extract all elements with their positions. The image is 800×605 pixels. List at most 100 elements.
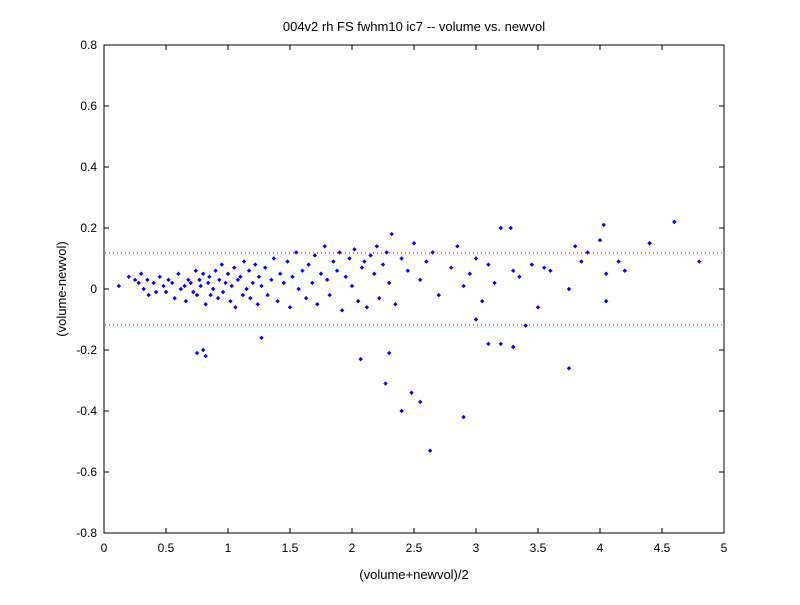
data-point <box>210 286 216 292</box>
data-point <box>697 259 702 264</box>
data-point <box>393 302 398 307</box>
data-point <box>223 280 228 286</box>
data-point <box>566 366 572 371</box>
x-tick-label: 0 <box>101 541 108 555</box>
data-point <box>436 292 441 298</box>
data-point <box>186 277 191 283</box>
data-point <box>384 250 389 255</box>
data-point <box>194 292 200 298</box>
y-tick-label: 0 <box>90 282 97 296</box>
data-point <box>136 280 141 286</box>
data-point <box>377 295 382 301</box>
data-point <box>191 289 196 295</box>
data-point <box>315 302 320 307</box>
y-axis-title: (volume-newvol) <box>54 241 69 336</box>
x-tick-label: 4 <box>597 541 604 555</box>
data-point <box>198 283 203 289</box>
reference-lines <box>105 252 723 326</box>
data-point <box>498 341 503 347</box>
data-point <box>163 289 169 295</box>
x-tick-label: 2.5 <box>406 541 423 555</box>
data-point <box>213 268 218 273</box>
data-point <box>259 283 264 289</box>
data-point <box>145 277 150 283</box>
data-point <box>601 222 606 228</box>
x-tick-label: 0.5 <box>158 541 175 555</box>
data-point <box>616 259 621 264</box>
data-point <box>225 271 231 276</box>
data-point <box>126 274 131 279</box>
data-point <box>585 250 590 255</box>
data-point <box>383 381 388 386</box>
data-point <box>597 238 603 243</box>
data-point <box>486 262 491 267</box>
data-point <box>141 286 146 292</box>
data-point <box>203 353 208 359</box>
data-point <box>233 305 238 310</box>
data-point <box>372 271 377 276</box>
data-point <box>455 244 460 249</box>
data-point <box>203 302 208 307</box>
data-point <box>201 271 206 276</box>
data-point <box>194 350 200 356</box>
y-axis-ticks: 0.8 0.6 0.4 0.2 0 -0.2 -0.4 -0.6 -0.8 <box>76 38 724 540</box>
x-tick-label: 1 <box>225 541 232 555</box>
data-point <box>253 262 258 267</box>
y-tick-label: -0.2 <box>76 343 97 357</box>
data-point <box>387 280 392 286</box>
data-point <box>256 274 262 279</box>
data-point <box>523 323 528 328</box>
data-point <box>172 295 177 301</box>
data-point <box>176 271 181 276</box>
data-point <box>188 280 193 286</box>
plot-area <box>103 44 725 534</box>
data-point <box>327 292 332 298</box>
data-point <box>281 280 286 286</box>
data-point <box>331 259 336 264</box>
data-point <box>318 271 324 276</box>
data-point <box>364 305 370 310</box>
data-point <box>467 271 472 276</box>
data-point <box>232 265 237 270</box>
y-tick-label: -0.6 <box>76 465 97 479</box>
data-point <box>498 225 503 231</box>
data-point <box>517 274 522 279</box>
x-tick-label: 2 <box>349 541 356 555</box>
data-point <box>461 414 466 420</box>
data-point <box>146 292 151 298</box>
data-point <box>139 271 144 276</box>
data-point <box>573 244 578 249</box>
data-point <box>359 265 365 270</box>
x-tick-label: 5 <box>721 541 728 555</box>
data-point <box>389 231 394 237</box>
data-point <box>399 256 404 261</box>
data-point <box>604 299 609 304</box>
data-point <box>312 253 317 258</box>
data-point <box>647 241 652 246</box>
chart-title: 004v2 rh FS fwhm10 ic7 -- volume vs. new… <box>283 19 545 34</box>
data-point <box>427 448 433 453</box>
data-point <box>217 277 222 283</box>
data-point <box>529 262 534 267</box>
data-point <box>380 262 386 267</box>
data-point <box>285 259 290 264</box>
data-point <box>337 250 342 255</box>
data-point <box>409 390 414 395</box>
data-point <box>358 356 363 362</box>
data-point <box>220 289 226 295</box>
x-axis-ticks: 0 0.5 1 1.5 2 2.5 3 3.5 4 4.5 5 <box>101 45 728 555</box>
data-point <box>238 274 243 279</box>
y-tick-label: 0.4 <box>80 160 97 174</box>
data-point <box>208 292 213 298</box>
y-tick-label: 0.8 <box>80 38 97 52</box>
x-tick-label: 3 <box>473 541 480 555</box>
data-point <box>343 274 348 279</box>
data-point <box>193 268 198 273</box>
data-point <box>306 262 311 267</box>
data-point <box>405 268 410 273</box>
data-point <box>430 250 435 255</box>
data-point <box>116 283 122 289</box>
data-point <box>166 277 171 283</box>
